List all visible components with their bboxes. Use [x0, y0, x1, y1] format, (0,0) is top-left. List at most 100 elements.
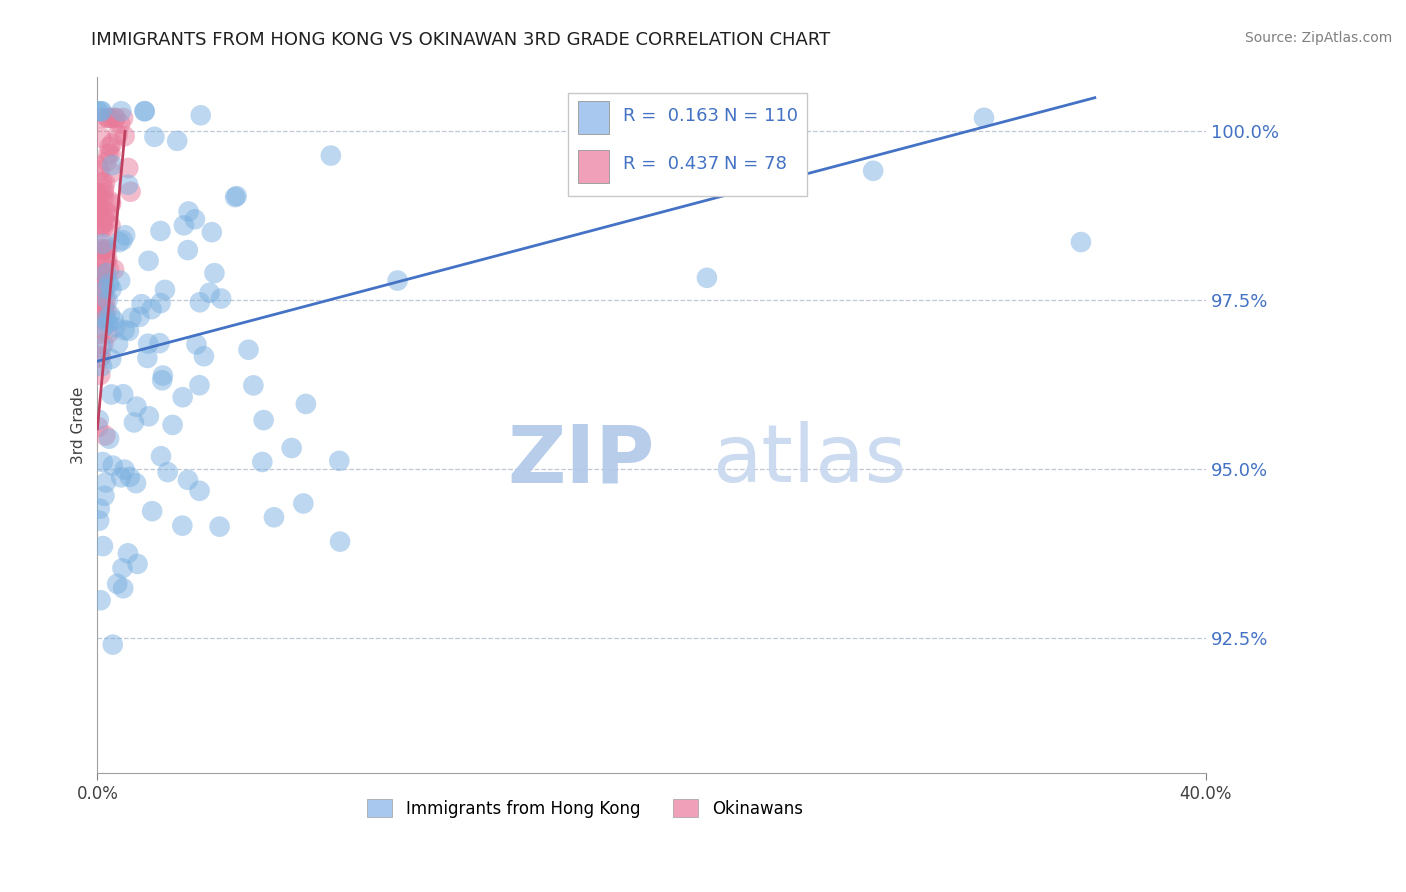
Point: [87, 251, 110, 265]
Point: [128, 310, 150, 324]
Point: [98, 262, 121, 277]
Point: [295, 397, 318, 411]
Point: [97, 146, 120, 161]
Point: [86, 217, 108, 231]
Point: [100, 282, 122, 296]
Point: [150, 449, 173, 463]
Point: [86, 186, 108, 201]
Point: [242, 378, 264, 392]
Point: [253, 413, 276, 427]
Point: [87, 308, 110, 322]
Point: [862, 163, 884, 178]
Point: [110, 470, 132, 484]
Point: [91, 285, 114, 300]
Point: [111, 561, 134, 575]
Point: [107, 128, 129, 142]
Point: [90, 340, 112, 354]
Point: [125, 476, 148, 491]
Point: [91, 455, 114, 469]
Text: N = 78: N = 78: [724, 155, 786, 173]
Point: [136, 351, 159, 365]
FancyBboxPatch shape: [568, 93, 807, 195]
Point: [93, 337, 115, 351]
Point: [127, 557, 149, 571]
Point: [110, 117, 132, 131]
Point: [117, 546, 139, 560]
Point: [153, 283, 176, 297]
Point: [89, 205, 111, 219]
Point: [89, 163, 111, 178]
Text: R =  0.437: R = 0.437: [623, 155, 718, 173]
Point: [87, 267, 110, 281]
Point: [120, 310, 142, 325]
Point: [87, 104, 110, 119]
Point: [188, 483, 211, 498]
Point: [96, 242, 118, 256]
Point: [149, 296, 172, 310]
Point: [87, 413, 110, 427]
Point: [87, 280, 110, 294]
Point: [100, 194, 122, 209]
Point: [108, 235, 131, 249]
Point: [86, 159, 108, 173]
Point: [208, 519, 231, 533]
Point: [111, 233, 134, 247]
Point: [252, 455, 274, 469]
Point: [122, 416, 145, 430]
Point: [108, 274, 131, 288]
Point: [136, 336, 159, 351]
Point: [90, 111, 112, 125]
Point: [173, 219, 195, 233]
Point: [143, 129, 166, 144]
Point: [98, 432, 121, 446]
Point: [98, 139, 121, 153]
Point: [104, 111, 127, 125]
Point: [112, 111, 135, 125]
Point: [96, 207, 118, 221]
Text: atlas: atlas: [713, 421, 907, 500]
Point: [319, 148, 342, 162]
Point: [98, 277, 121, 291]
Point: [156, 465, 179, 479]
Point: [94, 214, 117, 228]
Point: [172, 390, 194, 404]
Point: [96, 205, 118, 219]
Point: [149, 224, 172, 238]
Point: [94, 176, 117, 190]
Point: [105, 577, 128, 591]
Point: [177, 243, 200, 257]
Point: [90, 266, 112, 280]
Point: [125, 400, 148, 414]
Point: [89, 326, 111, 341]
Point: [89, 368, 111, 382]
Y-axis label: 3rd Grade: 3rd Grade: [72, 387, 86, 464]
Point: [120, 185, 142, 199]
Point: [166, 134, 188, 148]
Point: [104, 320, 127, 334]
FancyBboxPatch shape: [578, 150, 609, 183]
Point: [225, 189, 247, 203]
Point: [112, 387, 135, 401]
Point: [96, 312, 118, 326]
Point: [198, 285, 221, 300]
Point: [93, 306, 115, 320]
Point: [89, 351, 111, 365]
Text: Source: ZipAtlas.com: Source: ZipAtlas.com: [1244, 31, 1392, 45]
Point: [90, 244, 112, 259]
Point: [93, 300, 115, 314]
Point: [973, 111, 995, 125]
Point: [90, 303, 112, 318]
Point: [90, 242, 112, 256]
Point: [190, 108, 212, 122]
Point: [90, 104, 112, 119]
Point: [89, 514, 111, 528]
Point: [141, 504, 163, 518]
Point: [112, 581, 135, 595]
Point: [97, 326, 120, 341]
Point: [90, 104, 112, 119]
Point: [94, 293, 117, 307]
Point: [93, 235, 115, 250]
Point: [91, 359, 114, 374]
Point: [97, 111, 120, 125]
Point: [114, 129, 136, 144]
